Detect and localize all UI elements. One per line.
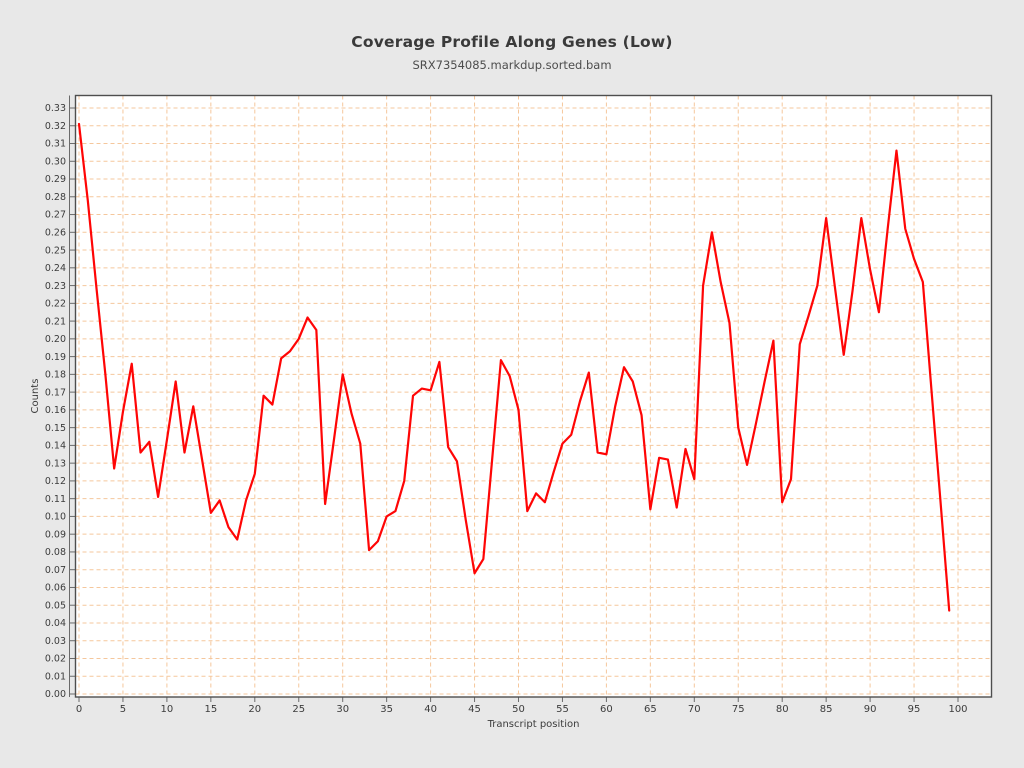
y-tick-label: 0.30 (45, 156, 66, 167)
x-tick-label: 65 (644, 704, 657, 715)
y-tick-label: 0.29 (45, 174, 66, 185)
x-tick-label: 45 (468, 704, 481, 715)
y-tick-label: 0.06 (45, 583, 66, 594)
x-tick-label: 20 (248, 704, 261, 715)
y-tick-label: 0.20 (45, 334, 66, 345)
chart-subtitle: SRX7354085.markdup.sorted.bam (412, 58, 612, 72)
x-tick-label: 55 (556, 704, 569, 715)
chart-title: Coverage Profile Along Genes (Low) (351, 33, 673, 51)
x-tick-label: 85 (820, 704, 833, 715)
y-tick-label: 0.14 (45, 441, 66, 452)
y-tick-label: 0.21 (45, 316, 66, 327)
y-tick-label: 0.07 (45, 565, 66, 576)
x-tick-label: 30 (336, 704, 349, 715)
coverage-line (77, 122, 951, 612)
y-tick-label: 0.08 (45, 547, 66, 558)
y-tick-label: 0.27 (45, 210, 66, 221)
y-tick-label: 0.19 (45, 352, 66, 363)
y-tick-label: 0.33 (45, 103, 66, 114)
grid-lines (75, 95, 992, 697)
y-tick-label: 0.13 (45, 458, 66, 469)
y-tick-label: 0.09 (45, 529, 66, 540)
x-tick-label: 70 (688, 704, 701, 715)
x-tick-label: 40 (424, 704, 437, 715)
x-tick-label: 5 (120, 704, 126, 715)
y-tick-label: 0.31 (45, 139, 66, 150)
x-tick-label: 0 (76, 704, 82, 715)
tick-marks (69, 107, 959, 702)
x-tick-label: 50 (512, 704, 525, 715)
y-axis-label: Counts (30, 379, 41, 414)
x-tick-label: 90 (864, 704, 877, 715)
y-tick-label: 0.32 (45, 121, 66, 132)
plot-background (75, 95, 992, 697)
x-tick-label: 15 (204, 704, 217, 715)
x-tick-label: 75 (732, 704, 745, 715)
y-tick-label: 0.10 (45, 512, 66, 523)
y-tick-label: 0.03 (45, 636, 66, 647)
x-tick-label: 100 (948, 704, 967, 715)
y-tick-label: 0.00 (45, 689, 66, 700)
y-tick-label: 0.28 (45, 192, 66, 203)
y-tick-label: 0.25 (45, 245, 66, 256)
x-tick-label: 80 (776, 704, 789, 715)
plot-border (74, 94, 993, 698)
y-tick-label: 0.22 (45, 299, 66, 310)
y-tick-label: 0.26 (45, 228, 66, 239)
y-tick-label: 0.05 (45, 600, 66, 611)
y-tick-label: 0.23 (45, 281, 66, 292)
y-tick-label: 0.11 (45, 494, 66, 505)
y-tick-label: 0.15 (45, 423, 66, 434)
x-tick-label: 10 (161, 704, 174, 715)
y-tick-label: 0.01 (45, 671, 66, 682)
x-tick-label: 95 (908, 704, 921, 715)
x-tick-label: 25 (292, 704, 305, 715)
tick-labels: 0.00 0.01 0.02 0.03 0.04 0.05 0.06 0.07 0.08 0.09… (45, 103, 968, 715)
y-tick-label: 0.18 (45, 370, 66, 381)
x-tick-label: 60 (600, 704, 613, 715)
y-tick-label: 0.24 (45, 263, 66, 274)
y-tick-label: 0.16 (45, 405, 66, 416)
y-tick-label: 0.17 (45, 387, 66, 398)
y-tick-label: 0.12 (45, 476, 66, 487)
y-tick-label: 0.02 (45, 654, 66, 665)
x-axis-label: Transcript position (487, 719, 580, 730)
x-tick-label: 35 (380, 704, 393, 715)
y-tick-label: 0.04 (45, 618, 66, 629)
